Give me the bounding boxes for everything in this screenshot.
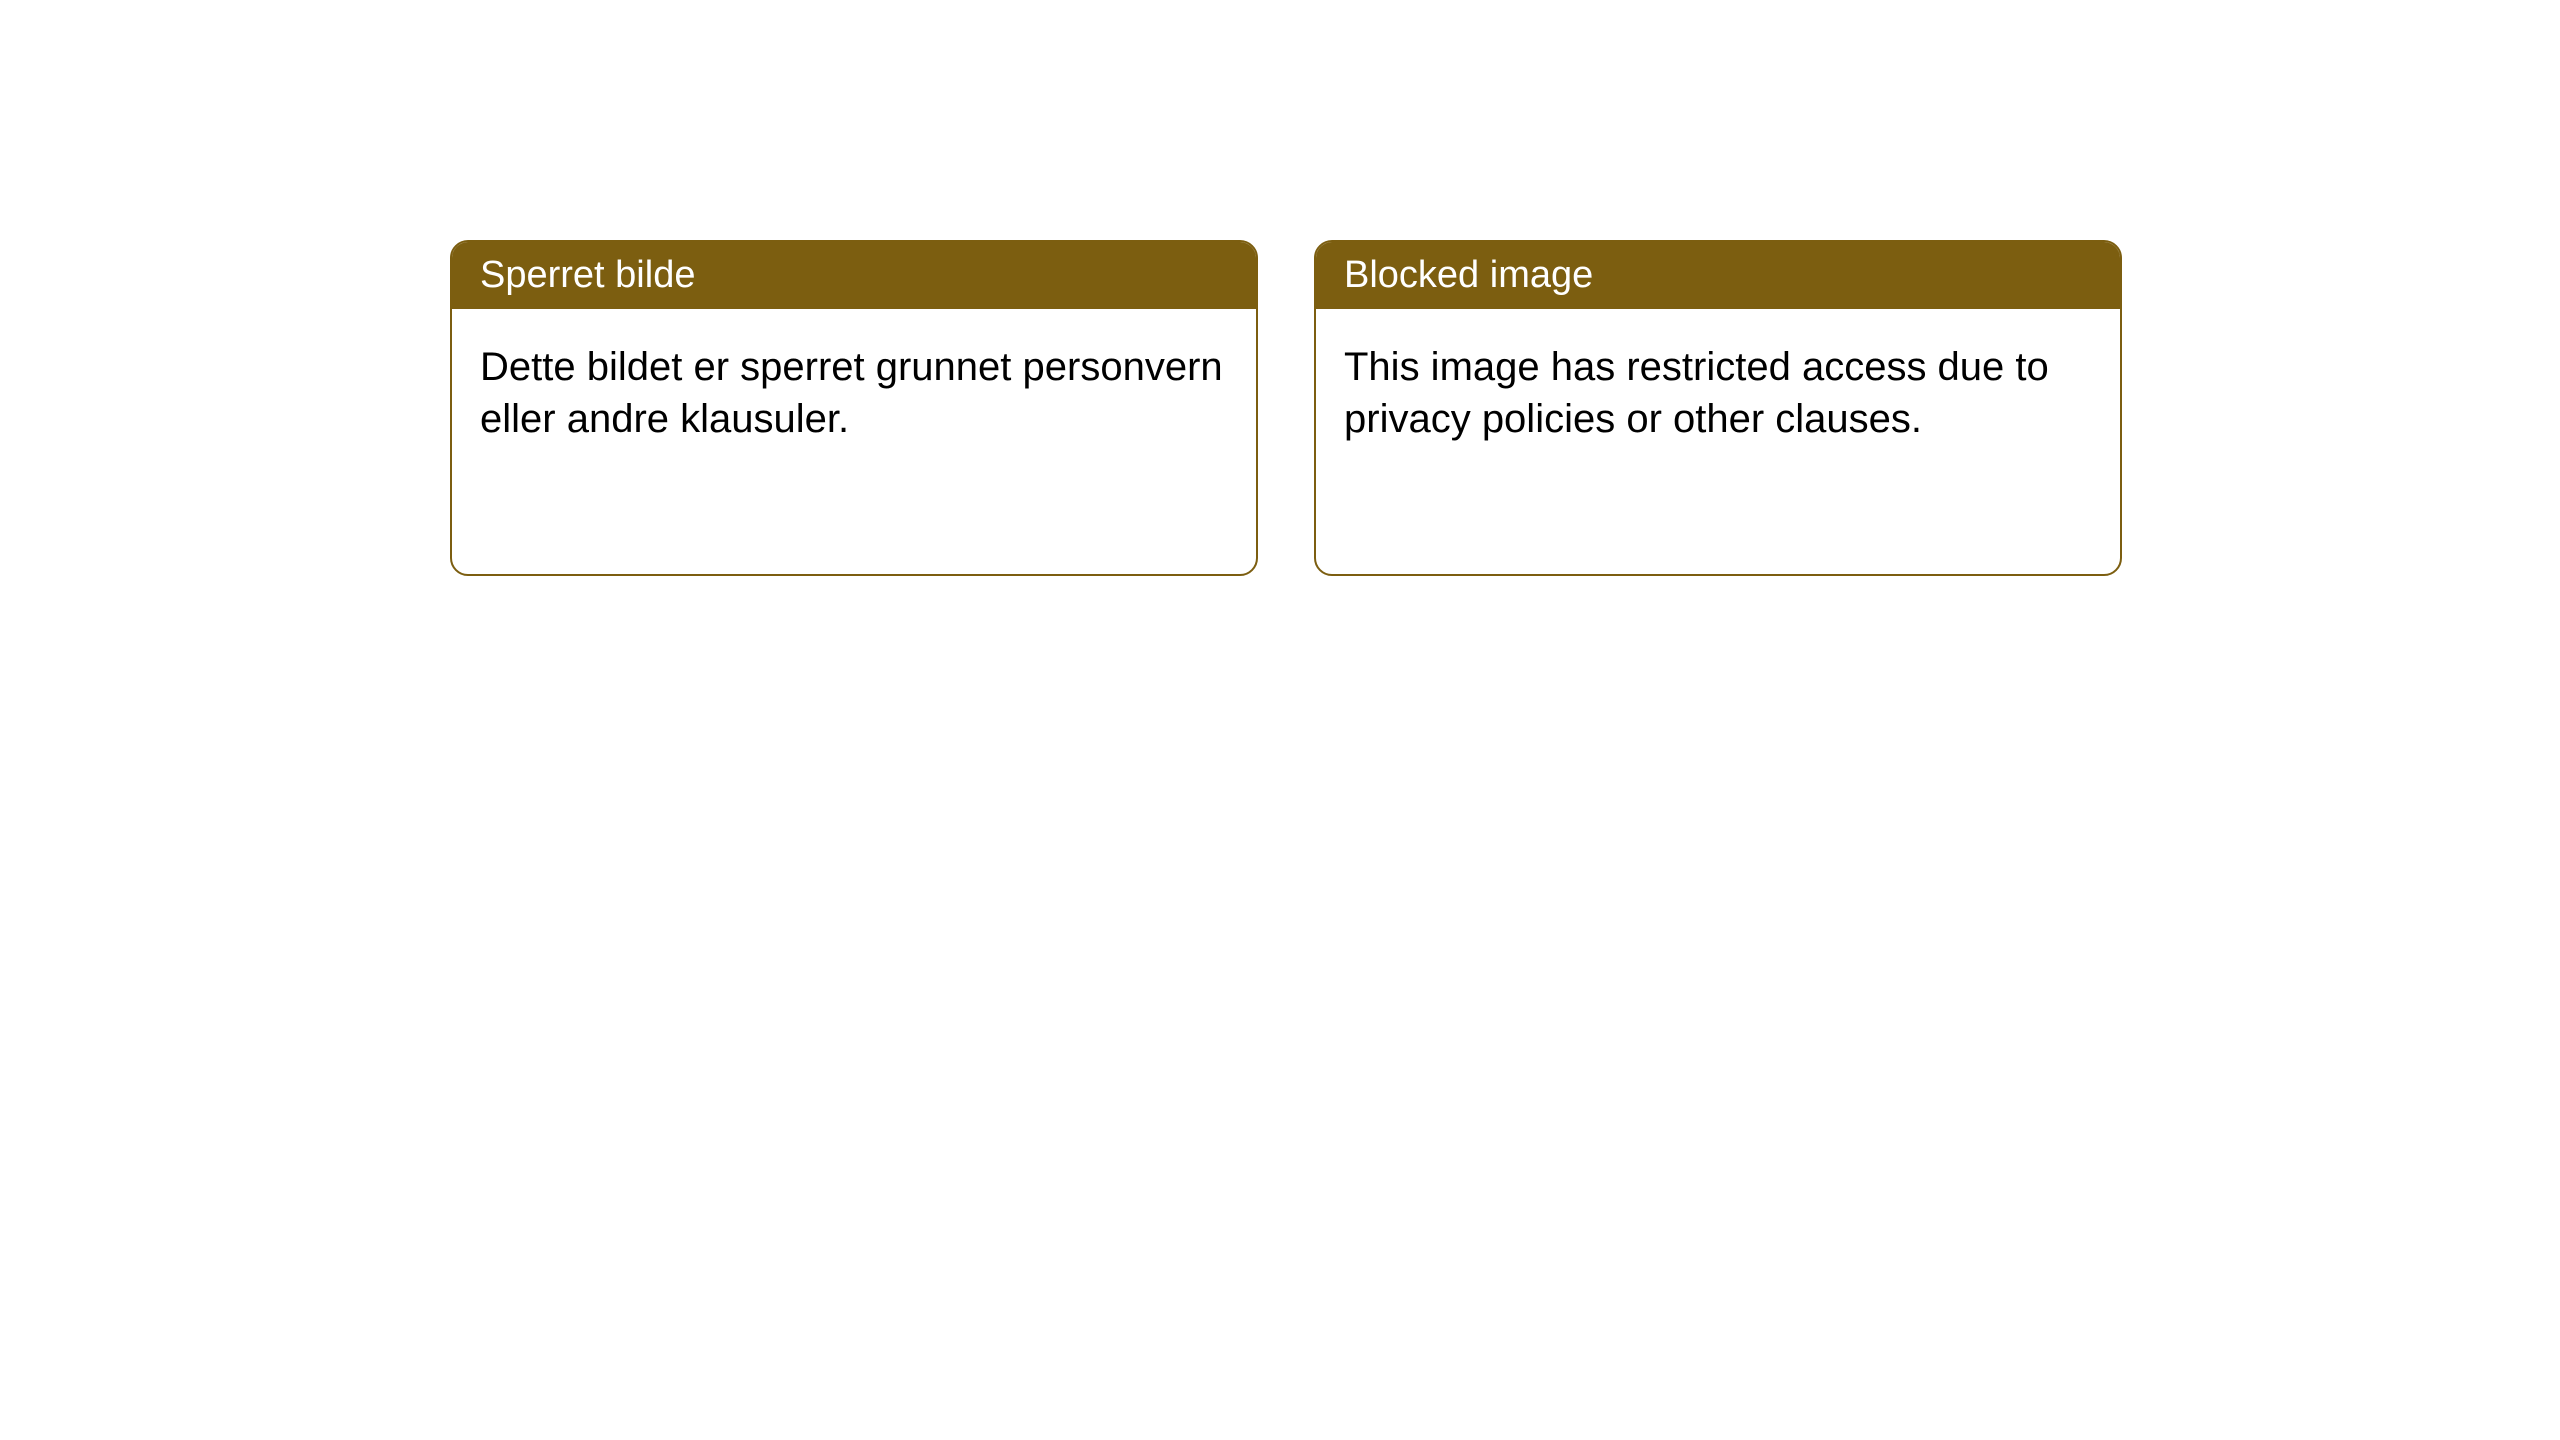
notice-container: Sperret bilde Dette bildet er sperret gr… [0,0,2560,576]
card-header: Blocked image [1316,242,2120,309]
card-body: This image has restricted access due to … [1316,309,2120,477]
card-header: Sperret bilde [452,242,1256,309]
notice-card-norwegian: Sperret bilde Dette bildet er sperret gr… [450,240,1258,576]
notice-card-english: Blocked image This image has restricted … [1314,240,2122,576]
card-body: Dette bildet er sperret grunnet personve… [452,309,1256,477]
card-body-text: Dette bildet er sperret grunnet personve… [480,345,1223,441]
card-title: Sperret bilde [480,254,695,296]
card-body-text: This image has restricted access due to … [1344,345,2049,441]
card-title: Blocked image [1344,254,1593,296]
